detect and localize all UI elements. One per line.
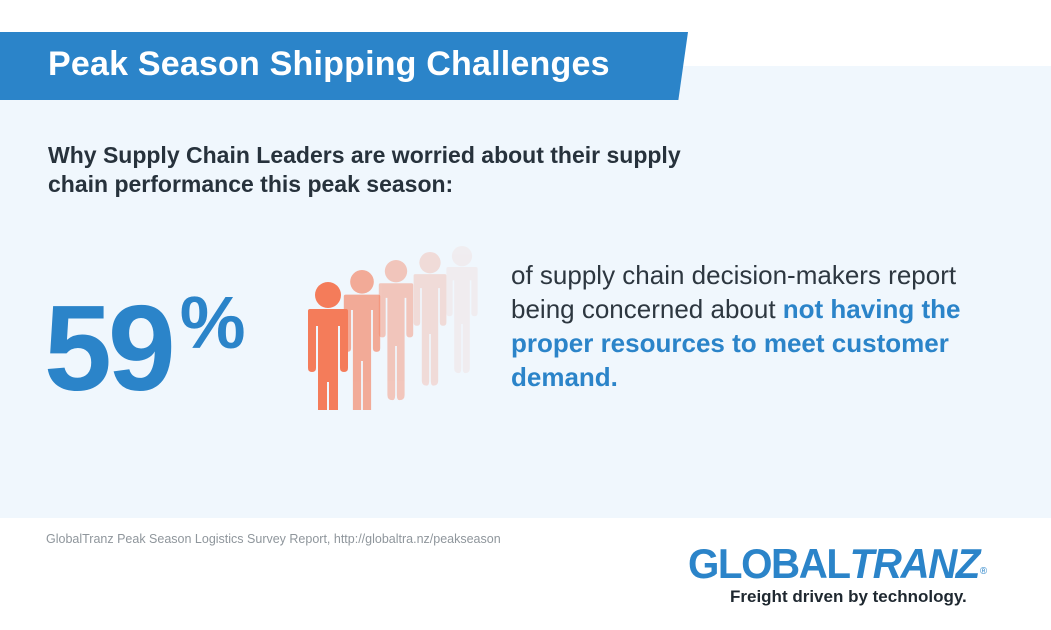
person-icon [378,260,414,401]
subtitle: Why Supply Chain Leaders are worried abo… [48,142,681,197]
title-banner [0,32,688,100]
logo-text-tranz: TRANZ [849,540,981,587]
stat-value: 59% [44,258,246,413]
person-icon [308,282,348,410]
stat-percent-sign: % [179,281,246,364]
tagline: Freight driven by technology. [730,587,967,606]
person-icon [446,246,478,374]
source-citation: GlobalTranz Peak Season Logistics Survey… [46,532,501,546]
globaltranz-logo: GLOBALTRANZ® [688,541,987,595]
stat-number: 59 [44,280,176,416]
person-icon [413,252,447,386]
stat-description-text: of supply chain decision-makers report b… [511,260,957,324]
people-illustration [308,246,478,410]
logo-text-global: GLOBAL [688,540,851,587]
page-title: Peak Season Shipping Challenges [48,45,610,83]
stat-description-highlight: not having the proper resources to meet … [511,294,961,392]
person-icon [343,270,381,410]
content-panel [0,66,1051,518]
stat-description: of supply chain decision-makers report b… [511,258,961,394]
registered-mark: ® [979,566,988,577]
